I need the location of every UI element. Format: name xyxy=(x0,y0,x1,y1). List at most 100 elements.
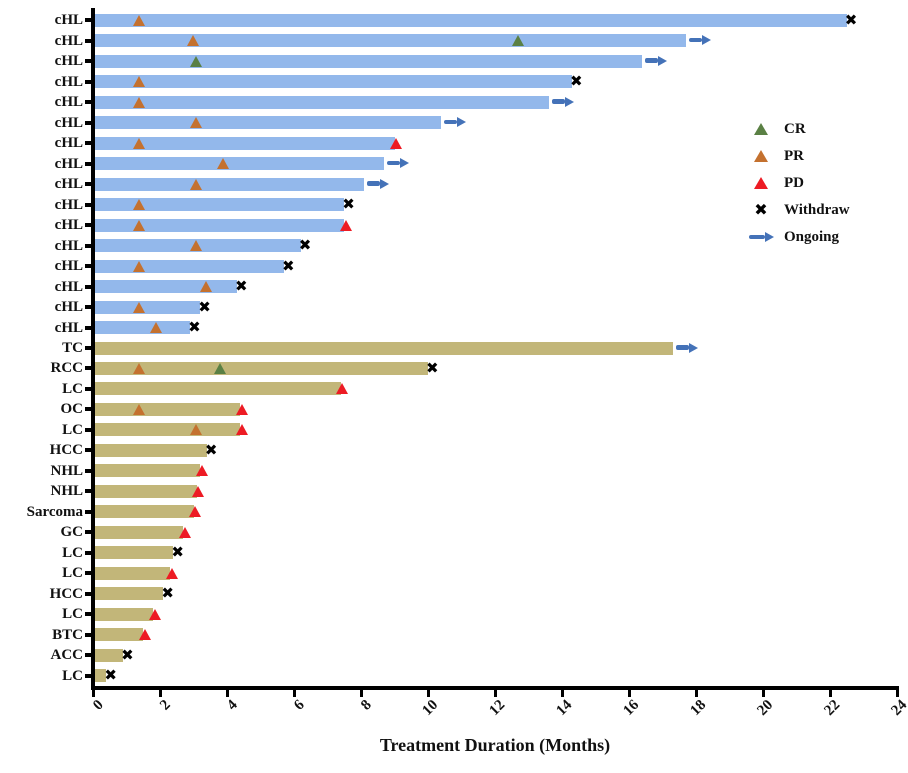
x-axis-tick xyxy=(225,690,229,697)
treatment-bar xyxy=(95,505,194,519)
y-axis-tick xyxy=(85,243,92,248)
y-axis-tick xyxy=(85,59,92,64)
withdraw-x-icon: ✖ xyxy=(161,584,174,603)
y-axis-tick xyxy=(85,305,92,310)
treatment-bar xyxy=(95,648,124,662)
y-axis-tick xyxy=(85,161,92,166)
pr-triangle-icon xyxy=(754,150,768,162)
y-axis-label: NHL xyxy=(50,462,83,479)
arrow-head xyxy=(701,35,711,46)
ongoing-arrow-icon xyxy=(387,158,410,169)
pr-response-icon xyxy=(133,137,146,149)
legend-item: Ongoing xyxy=(746,229,850,245)
pd-response-icon xyxy=(148,608,161,620)
pd-response-icon xyxy=(138,629,151,641)
arrow-shaft xyxy=(675,345,689,350)
treatment-bar xyxy=(95,361,428,375)
arrow-head xyxy=(400,158,410,169)
y-axis-label: HCC xyxy=(49,442,83,459)
y-axis-label: cHL xyxy=(54,278,83,295)
treatment-bar xyxy=(95,484,197,498)
pr-response-icon xyxy=(150,322,163,333)
y-axis-label: cHL xyxy=(54,73,83,90)
y-axis-tick xyxy=(85,632,92,637)
y-axis-line xyxy=(91,8,95,690)
treatment-bar xyxy=(95,259,284,273)
ongoing-arrow-icon xyxy=(551,96,574,107)
arrow-shaft xyxy=(387,160,401,166)
withdraw-x-icon: ✖ xyxy=(204,440,218,459)
y-axis-label: LC xyxy=(62,565,83,582)
treatment-bar xyxy=(95,587,164,601)
triangle-icon xyxy=(746,177,776,189)
legend-label: Withdraw xyxy=(784,201,850,218)
y-axis-tick xyxy=(85,448,92,453)
x-axis-tick-label: 12 xyxy=(486,697,509,719)
y-axis-label: cHL xyxy=(54,319,83,336)
pr-response-icon xyxy=(133,260,146,272)
treatment-bar xyxy=(95,382,341,396)
x-axis-tick xyxy=(426,690,430,697)
y-axis-tick xyxy=(85,120,92,125)
x-axis-tick-label: 18 xyxy=(687,697,710,719)
y-axis-tick xyxy=(85,468,92,473)
y-axis-label: LC xyxy=(62,380,83,397)
y-axis-label: BTC xyxy=(52,626,83,643)
y-axis-tick xyxy=(85,489,92,494)
treatment-bar xyxy=(95,443,207,457)
y-axis-label: RCC xyxy=(50,360,84,377)
x-axis-tick xyxy=(493,690,497,697)
x-axis-tick xyxy=(828,690,832,697)
y-axis-label: GC xyxy=(60,524,84,541)
pr-response-icon xyxy=(190,240,203,252)
legend-item: CR xyxy=(746,121,850,137)
treatment-bar xyxy=(95,525,184,539)
pr-response-icon xyxy=(133,301,146,313)
pr-response-icon xyxy=(187,35,199,47)
withdraw-x-icon: ✖ xyxy=(188,318,201,336)
treatment-bar xyxy=(95,423,241,437)
treatment-bar xyxy=(95,607,154,621)
withdraw-x-icon: ✖ xyxy=(298,236,312,255)
y-axis-label: cHL xyxy=(54,176,83,193)
withdraw-x-icon: ✖ xyxy=(171,543,184,562)
legend-item: PD xyxy=(746,175,850,191)
y-axis-label: cHL xyxy=(54,258,83,275)
y-axis-tick xyxy=(85,223,92,228)
treatment-bar xyxy=(95,177,365,191)
y-axis-label: cHL xyxy=(54,135,83,152)
arrow-head xyxy=(764,232,774,242)
pd-response-icon xyxy=(195,465,208,477)
y-axis-label: Sarcoma xyxy=(26,503,83,520)
x-axis-line xyxy=(91,686,899,690)
y-axis-tick xyxy=(85,509,92,514)
pd-response-icon xyxy=(178,526,191,538)
y-axis-tick xyxy=(85,386,92,391)
x-axis-tick xyxy=(627,690,631,697)
withdraw-x-icon: ✖ xyxy=(281,256,295,275)
legend-label: Ongoing xyxy=(784,228,840,245)
x-axis-tick xyxy=(694,690,698,697)
x-axis-tick-label: 24 xyxy=(888,697,908,719)
x-axis-tick xyxy=(158,690,162,697)
x-axis-tick-label: 14 xyxy=(553,697,576,719)
treatment-bar xyxy=(95,116,442,130)
ongoing-arrow-icon xyxy=(444,117,467,128)
pd-response-icon xyxy=(165,567,178,579)
pr-response-icon xyxy=(133,403,146,415)
triangle-icon xyxy=(746,123,776,135)
x-axis-tick-label: 2 xyxy=(156,697,174,714)
y-axis-label: OC xyxy=(60,401,84,418)
treatment-bar xyxy=(95,198,345,212)
y-axis-tick xyxy=(85,530,92,535)
y-axis-tick xyxy=(85,18,92,23)
cr-response-icon xyxy=(213,362,226,374)
treatment-bar xyxy=(95,628,144,642)
withdraw-x-icon: ✖ xyxy=(426,358,439,377)
y-axis-label: cHL xyxy=(54,12,83,29)
treatment-bar xyxy=(95,669,107,683)
x-icon: ✖ xyxy=(746,202,776,218)
treatment-bar xyxy=(95,34,686,48)
treatment-bar xyxy=(95,341,673,355)
y-axis-tick xyxy=(85,550,92,555)
